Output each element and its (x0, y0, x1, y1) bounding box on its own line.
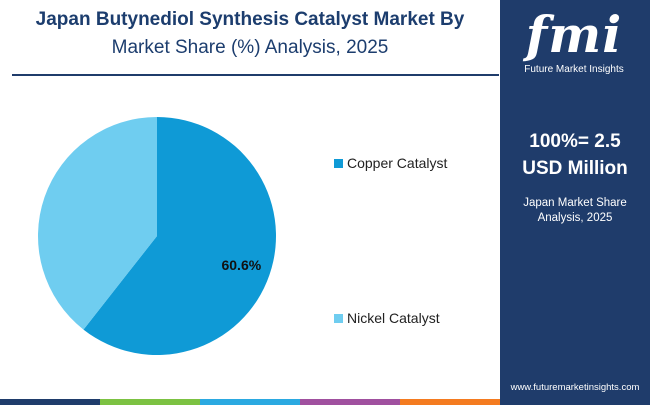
chart-title-line1: Japan Butynediol Synthesis Catalyst Mark… (35, 9, 465, 30)
total-line1: 100%= 2.5 (529, 131, 621, 152)
bottom-bar-segment (400, 399, 500, 405)
pie-slice-nickel-catalyst (38, 117, 157, 330)
legend-label-nickel: Nickel Catalyst (347, 310, 440, 326)
website-link[interactable]: www.futuremarketinsights.com (510, 382, 640, 393)
title-divider (12, 74, 499, 76)
legend-swatch-copper (334, 158, 343, 168)
caption-line1: Japan Market Share (523, 197, 627, 209)
legend-swatch-nickel (334, 313, 343, 323)
bottom-bar-segment (200, 399, 300, 405)
pie-slice-copper-catalyst (83, 117, 276, 356)
bottom-bar-segment (300, 399, 400, 405)
side-caption: Japan Market Share Analysis, 2025 (500, 196, 650, 226)
pie-chart: 60.6% (38, 117, 276, 356)
bottom-color-bar (0, 399, 500, 405)
total-value: 100%= 2.5 USD Million (500, 128, 650, 182)
fmi-logo: fmi Future Market Insights (514, 8, 634, 78)
legend-label-copper: Copper Catalyst (347, 155, 448, 171)
bottom-bar-segment (0, 399, 100, 405)
chart-title-line2: Market Share (%) Analysis, 2025 (111, 37, 389, 58)
data-label-copper-catalyst: 60.6% (221, 257, 261, 273)
legend-item-nickel: Nickel Catalyst (334, 310, 440, 326)
logo-letters: fmi (525, 5, 623, 64)
logo-subtitle: Future Market Insights (524, 64, 624, 75)
bottom-bar-segment (100, 399, 200, 405)
legend-item-copper: Copper Catalyst (334, 155, 447, 171)
total-line2: USD Million (522, 158, 628, 179)
chart-title: Japan Butynediol Synthesis Catalyst Mark… (0, 6, 500, 62)
side-panel: fmi Future Market Insights 100%= 2.5 USD… (500, 0, 650, 405)
caption-line2: Analysis, 2025 (537, 212, 613, 224)
